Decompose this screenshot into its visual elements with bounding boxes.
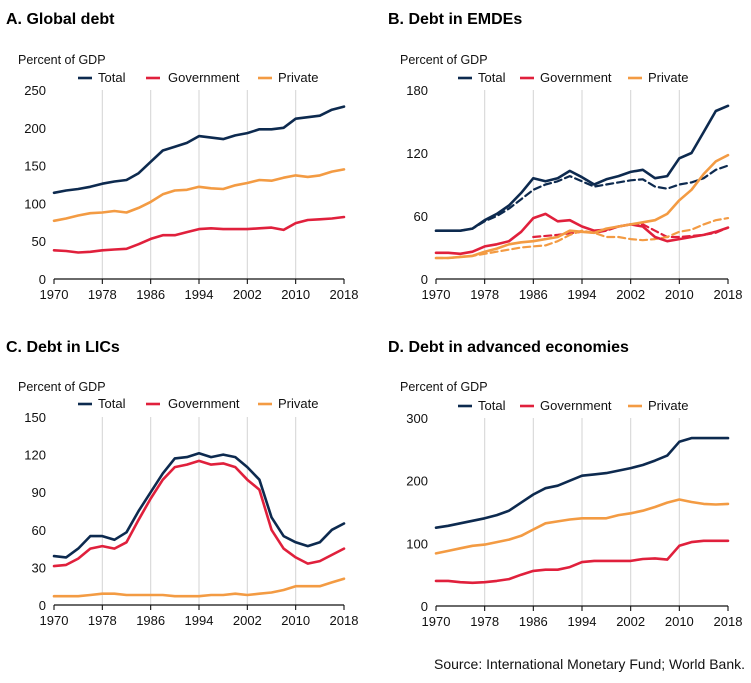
- y-tick-label: 50: [32, 234, 46, 249]
- y-tick-label: 100: [406, 536, 428, 551]
- x-tick-label: 1978: [88, 613, 117, 628]
- y-tick-label: 250: [24, 83, 46, 98]
- x-tick-label: 2018: [714, 614, 743, 629]
- x-tick-label: 2002: [616, 287, 645, 302]
- series-line-private: [434, 498, 730, 555]
- x-tick-label: 2018: [714, 287, 743, 302]
- chart-panel-1: A. Global debt Percent of GDP Total Governm…: [6, 11, 358, 302]
- y-tick-label: 0: [421, 272, 428, 287]
- x-tick-label: 1994: [185, 287, 214, 302]
- y-tick-label: 100: [24, 196, 46, 211]
- series-line-private: [434, 153, 730, 260]
- y-tick-label: 150: [24, 410, 46, 425]
- y-tick-label: 180: [406, 83, 428, 98]
- series-line-total: [434, 436, 730, 530]
- y-tick-label: 0: [39, 598, 46, 613]
- y-tick-label: 200: [406, 474, 428, 489]
- x-tick-label: 1986: [519, 614, 548, 629]
- x-tick-label: 1986: [136, 287, 165, 302]
- series-line-total: [52, 451, 346, 559]
- y-axis-label: Percent of GDP: [400, 53, 488, 67]
- x-tick-label: 1978: [470, 614, 499, 629]
- x-tick-label: 1986: [519, 287, 548, 302]
- x-tick-label: 1978: [470, 287, 499, 302]
- y-tick-label: 300: [406, 411, 428, 426]
- x-tick-label: 1994: [568, 614, 597, 629]
- y-tick-label: 60: [414, 209, 428, 224]
- x-tick-label: 1978: [88, 287, 117, 302]
- x-tick-label: 2010: [281, 613, 310, 628]
- x-tick-label: 1970: [40, 287, 69, 302]
- legend-label-government: Government: [540, 398, 612, 413]
- series-line-government: [434, 212, 730, 256]
- source-note: Source: International Monetary Fund; Wor…: [433, 656, 745, 672]
- x-tick-label: 1994: [568, 287, 597, 302]
- y-tick-label: 0: [421, 599, 428, 614]
- x-tick-label: 2010: [665, 287, 694, 302]
- series-line-government: [434, 539, 730, 585]
- series-line-total: [434, 104, 730, 232]
- y-tick-label: 120: [24, 448, 46, 463]
- legend-label-total: Total: [98, 70, 126, 85]
- legend-label-government: Government: [168, 396, 240, 411]
- x-tick-label: 2002: [233, 613, 262, 628]
- legend-label-government: Government: [540, 70, 612, 85]
- legend-label-total: Total: [98, 396, 126, 411]
- y-tick-label: 120: [406, 146, 428, 161]
- series-line-total: [52, 105, 346, 195]
- chart-panel-2: B. Debt in EMDEs Percent of GDP Total Gover…: [388, 11, 742, 302]
- x-tick-label: 1970: [40, 613, 69, 628]
- x-tick-label: 1994: [185, 613, 214, 628]
- y-axis-label: Percent of GDP: [18, 380, 106, 394]
- chart-title: A. Global debt: [6, 11, 115, 28]
- series-line-government: [52, 459, 346, 568]
- series-line-private: [52, 168, 346, 223]
- legend-label-total: Total: [478, 398, 506, 413]
- series-line-private: [52, 577, 346, 598]
- chart-title: B. Debt in EMDEs: [388, 11, 522, 28]
- legend-label-government: Government: [168, 70, 240, 85]
- y-tick-label: 60: [32, 523, 46, 538]
- x-tick-label: 2018: [330, 613, 359, 628]
- x-tick-label: 2002: [616, 614, 645, 629]
- y-tick-label: 150: [24, 159, 46, 174]
- x-tick-label: 2002: [233, 287, 262, 302]
- legend-label-private: Private: [278, 396, 318, 411]
- y-axis-label: Percent of GDP: [400, 380, 488, 394]
- legend-label-private: Private: [648, 70, 688, 85]
- legend-label-total: Total: [478, 70, 506, 85]
- x-tick-label: 2018: [330, 287, 359, 302]
- x-tick-label: 1986: [136, 613, 165, 628]
- x-tick-label: 2010: [665, 614, 694, 629]
- x-tick-label: 1970: [422, 287, 451, 302]
- x-tick-label: 2010: [281, 287, 310, 302]
- y-tick-label: 90: [32, 485, 46, 500]
- y-tick-label: 200: [24, 121, 46, 136]
- series-line-government: [52, 215, 346, 254]
- chart-title: C. Debt in LICs: [6, 339, 120, 356]
- y-tick-label: 0: [39, 272, 46, 287]
- chart-panel-3: C. Debt in LICs Percent of GDP Total Govern…: [6, 339, 358, 628]
- x-tick-label: 1970: [422, 614, 451, 629]
- chart-panel-4: D. Debt in advanced economies Percent of …: [388, 339, 742, 629]
- legend-label-private: Private: [278, 70, 318, 85]
- legend-label-private: Private: [648, 398, 688, 413]
- chart-title: D. Debt in advanced economies: [388, 339, 629, 356]
- y-tick-label: 30: [32, 560, 46, 575]
- y-axis-label: Percent of GDP: [18, 53, 106, 67]
